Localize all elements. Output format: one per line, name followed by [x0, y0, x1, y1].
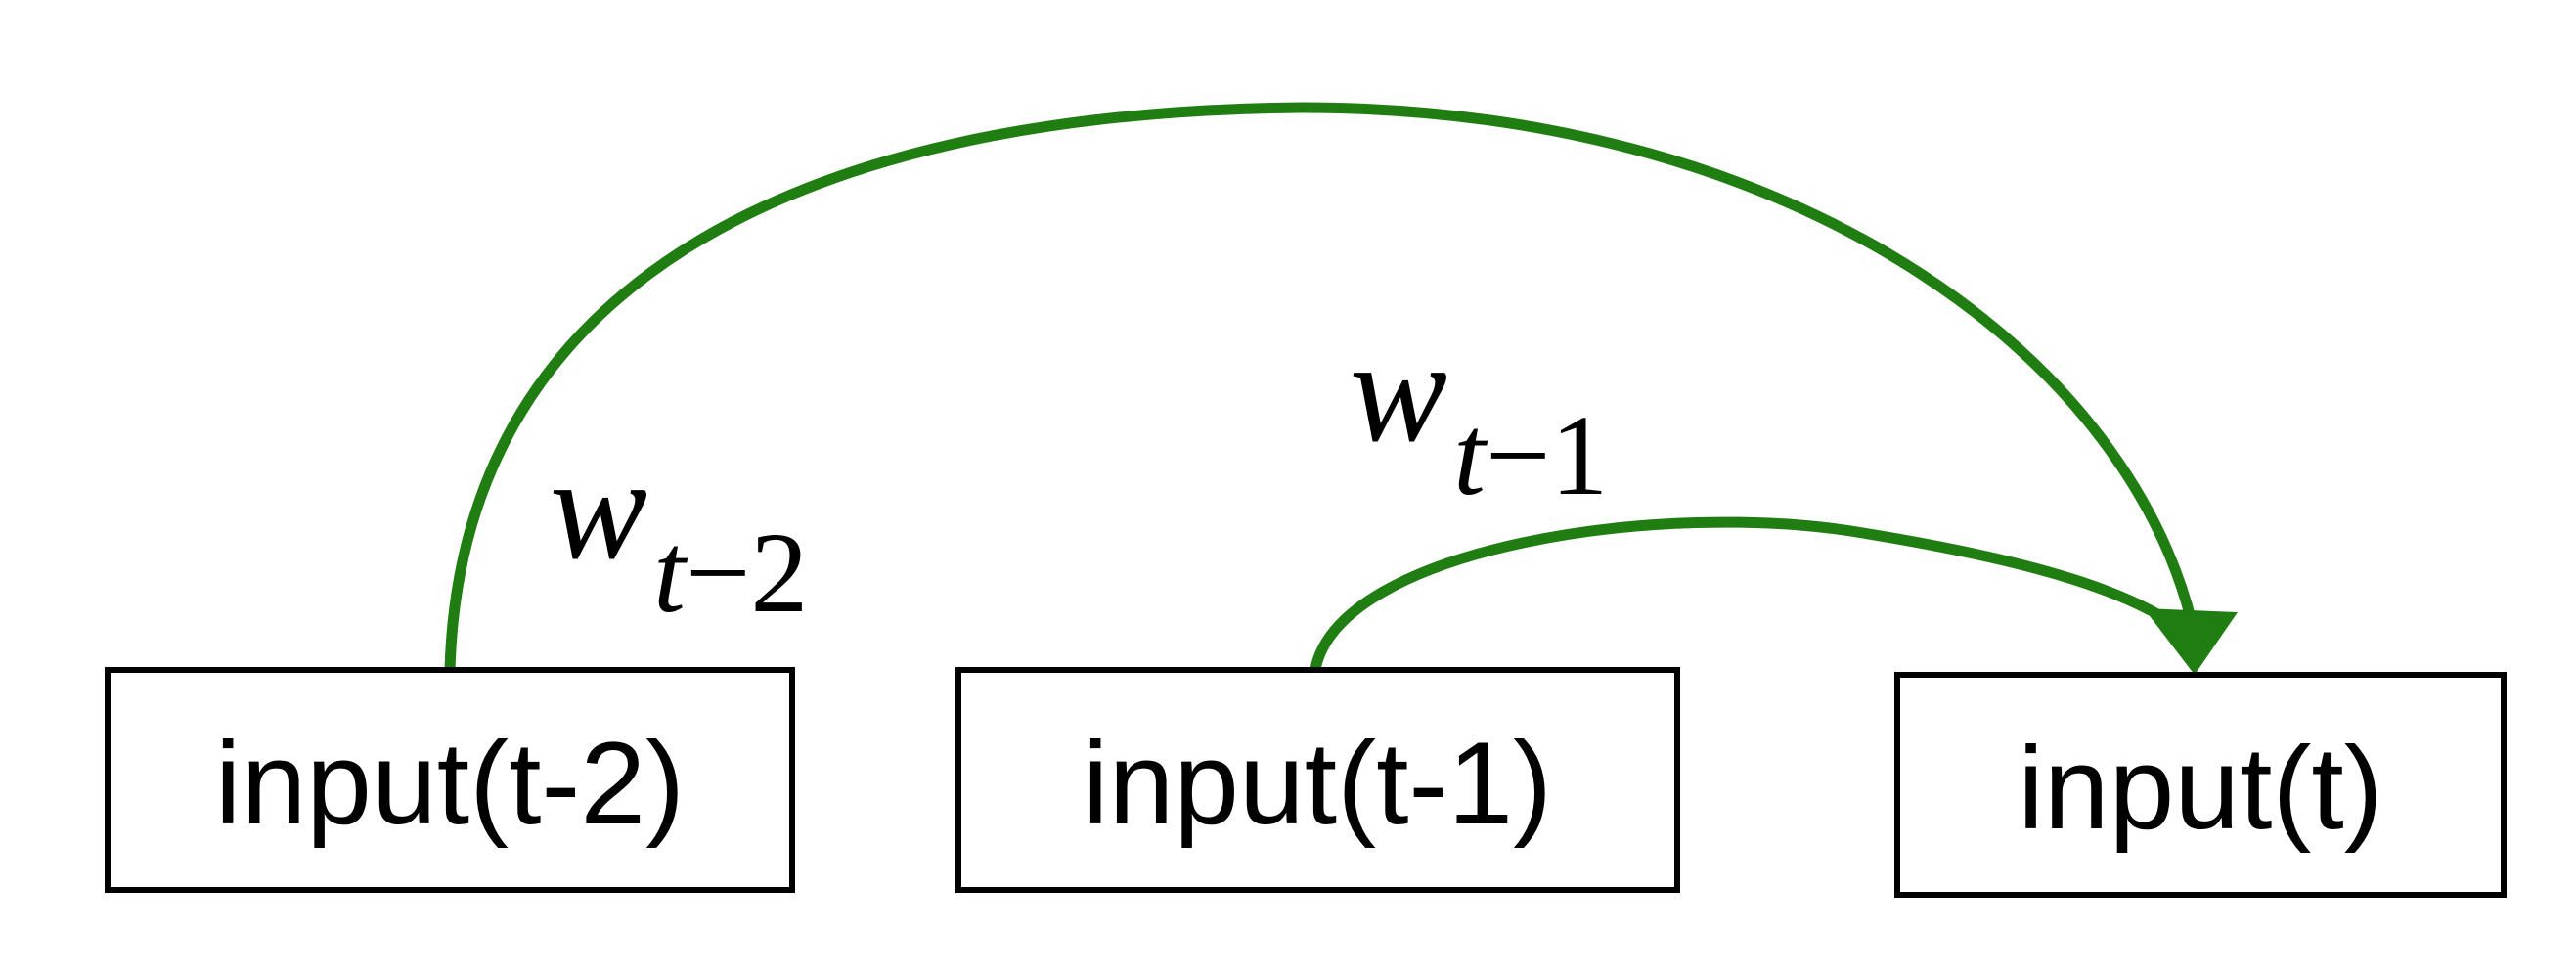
arrowhead-icon [2144, 608, 2238, 675]
node-input-t: input(t) [1894, 672, 2507, 898]
node-box [1894, 672, 2507, 898]
node-label: input(t) [2018, 723, 2382, 854]
node-box [955, 667, 1680, 893]
edge-t-2-to-t [444, 102, 2204, 672]
node-box [105, 667, 795, 893]
weight-subscript-offset: −1 [1486, 391, 1609, 519]
edge-t-1-to-t [1310, 516, 2204, 671]
node-label: input(t-1) [1083, 718, 1552, 849]
weight-subscript-var: t [1453, 391, 1488, 519]
weight-subscript-var: t [653, 509, 688, 637]
weight-base: w [550, 427, 647, 590]
weight-base: w [1350, 310, 1447, 472]
node-input-t-1: input(t-1) [955, 667, 1680, 893]
weight-label-t-2: wt−2 [550, 427, 808, 637]
node-input-t-2: input(t-2) [105, 667, 795, 893]
node-label: input(t-2) [215, 718, 685, 849]
weight-label-t-1: wt−1 [1350, 310, 1608, 519]
weight-subscript-offset: −2 [686, 509, 809, 637]
